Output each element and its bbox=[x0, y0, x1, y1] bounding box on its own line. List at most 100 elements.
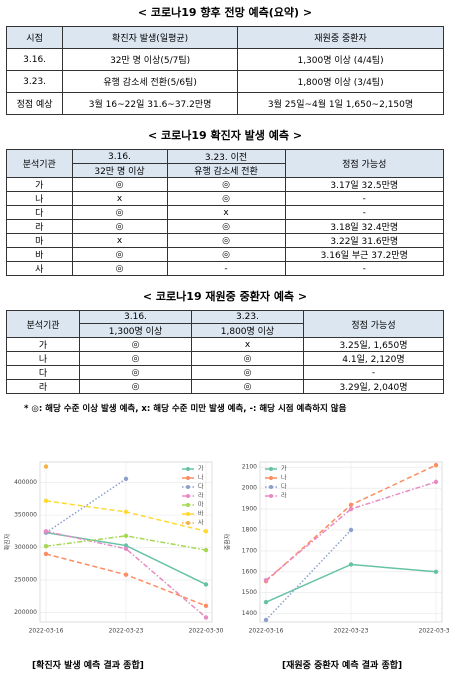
series-line bbox=[265, 481, 437, 581]
row: 마 x ◎ 3.22일 31.6만명 bbox=[6, 233, 445, 248]
legend-label: 나 bbox=[281, 474, 287, 482]
point bbox=[203, 529, 209, 534]
point bbox=[348, 562, 354, 567]
cell: ◎ bbox=[79, 365, 192, 380]
header-cell: 정점 가능성 bbox=[302, 310, 445, 338]
legend-label: 라 bbox=[281, 492, 287, 500]
cell: 가 bbox=[5, 337, 81, 352]
x-tick-label: 2022-03-30 bbox=[189, 628, 224, 635]
legend-label: 라 bbox=[198, 492, 204, 500]
y-tick-label: 1500 bbox=[242, 589, 257, 596]
point bbox=[433, 569, 439, 575]
header-cell: 1,800명 이상 bbox=[191, 323, 304, 338]
header-cell: 확진자 발생(일평균) bbox=[62, 26, 239, 49]
point bbox=[123, 572, 129, 577]
x-tick-label: 2022-03-23 bbox=[109, 628, 144, 635]
header-row: 분석기관 3.16. 3.23. 정점 가능성 bbox=[5, 310, 445, 338]
legend-label: 마 bbox=[198, 501, 204, 509]
row: 바 ◎ ◎ 3.16일 부근 37.2만명 bbox=[6, 247, 445, 262]
header-cell: 재원중 중환자 bbox=[237, 26, 444, 49]
cell: 3.22일 31.6만명 bbox=[284, 233, 445, 248]
legend-marker bbox=[186, 494, 190, 498]
table: 시점 확진자 발생(일평균) 재원중 중환자 3.16. 32만 명 이상(5/7팀) 1… bbox=[5, 26, 444, 115]
y-tick-label: 200000 bbox=[14, 609, 37, 616]
cell: ◎ bbox=[79, 337, 192, 352]
cell: ◎ bbox=[71, 219, 168, 234]
cell: ◎ bbox=[71, 177, 168, 192]
point bbox=[123, 476, 129, 482]
x-tick-label: 2022-03-30 bbox=[419, 628, 450, 635]
y-tick-label: 250000 bbox=[14, 576, 37, 583]
cell: ◎ bbox=[71, 247, 168, 262]
x-tick-label: 2022-03-16 bbox=[29, 628, 64, 635]
cell: 3.17일 32.5만명 bbox=[284, 177, 445, 192]
row: 다 ◎ x - bbox=[6, 205, 445, 220]
row: 라 ◎ ◎ 3.18일 32.4만명 bbox=[6, 219, 445, 234]
cell: ◎ bbox=[191, 365, 304, 380]
header-cell: 정점 가능성 bbox=[284, 149, 445, 178]
point bbox=[123, 533, 129, 539]
point bbox=[203, 547, 209, 553]
cell: 3월 16~22일 31.6~37.2만명 bbox=[62, 92, 239, 115]
point bbox=[263, 617, 269, 623]
header-cell: 분석기관 bbox=[5, 310, 81, 338]
point bbox=[123, 543, 129, 548]
point bbox=[433, 462, 439, 468]
cell: 사 bbox=[6, 261, 73, 276]
cell: ◎ bbox=[166, 191, 286, 206]
legend-label: 가 bbox=[281, 465, 287, 473]
chart-caption: [확진자 발생 예측 결과 종합] bbox=[32, 661, 144, 671]
header-row: 시점 확진자 발생(일평균) 재원중 중환자 bbox=[5, 26, 444, 49]
section-title: < 코로나19 재원중 중환자 예측 > bbox=[142, 290, 308, 303]
cell: 마 bbox=[6, 233, 73, 248]
point bbox=[263, 599, 269, 605]
cell: ◎ bbox=[166, 233, 286, 248]
row: 3.23. 유행 감소세 전환(5/6팀) 1,800명 이상 (3/4팀) bbox=[5, 70, 444, 93]
legend-marker bbox=[186, 503, 190, 507]
cell: - bbox=[284, 191, 445, 206]
point bbox=[203, 603, 209, 609]
legend-marker bbox=[269, 476, 273, 480]
cell: 3월 25일~4월 1일 1,650~2,150명 bbox=[237, 92, 444, 115]
cell: 4.1일, 2,120명 bbox=[302, 351, 445, 366]
y-tick-label: 300000 bbox=[14, 544, 37, 551]
cell: - bbox=[302, 365, 445, 380]
legend-marker bbox=[269, 485, 273, 489]
row: 가 ◎ x 3.25일, 1,650명 bbox=[5, 337, 445, 352]
row: 가 ◎ ◎ 3.17일 32.5만명 bbox=[6, 177, 445, 192]
cell: ◎ bbox=[71, 261, 168, 276]
cell: 다 bbox=[6, 205, 73, 220]
point bbox=[43, 464, 49, 469]
legend-label: 다 bbox=[281, 483, 287, 491]
cell: ◎ bbox=[191, 379, 304, 394]
y-tick-label: 1600 bbox=[242, 568, 257, 575]
cell: 3.16일 부근 37.2만명 bbox=[284, 247, 445, 262]
cell: - bbox=[284, 205, 445, 220]
header-cell: 분석기관 bbox=[6, 149, 73, 178]
cell: ◎ bbox=[166, 219, 286, 234]
legend-label: 사 bbox=[198, 519, 204, 527]
cell: - bbox=[284, 261, 445, 276]
point bbox=[43, 498, 49, 504]
point bbox=[43, 529, 49, 534]
cell: 3.25일, 1,650명 bbox=[302, 337, 445, 352]
row: 3.16. 32만 명 이상(5/7팀) 1,300명 이상 (4/4팀) bbox=[5, 48, 444, 71]
legend-label: 나 bbox=[198, 474, 204, 482]
legend-label: 가 bbox=[198, 465, 204, 473]
header-cell: 3.16. bbox=[79, 310, 192, 324]
point bbox=[348, 502, 354, 508]
cell: 라 bbox=[6, 219, 73, 234]
point bbox=[263, 577, 269, 583]
section-title: < 코로나19 확진자 발생 예측 > bbox=[147, 129, 303, 142]
cell: x bbox=[191, 337, 304, 352]
cell: 다 bbox=[5, 365, 81, 380]
cell: ◎ bbox=[166, 247, 286, 262]
header-cell: 시점 bbox=[5, 26, 64, 49]
charts: 200000 250000 300000 350000 400000 2022-03-16… bbox=[4, 461, 450, 635]
point bbox=[43, 551, 49, 557]
cell: ◎ bbox=[79, 351, 192, 366]
cell: 가 bbox=[6, 177, 73, 192]
cell: ◎ bbox=[79, 379, 192, 394]
legend-label: 다 bbox=[198, 483, 204, 491]
